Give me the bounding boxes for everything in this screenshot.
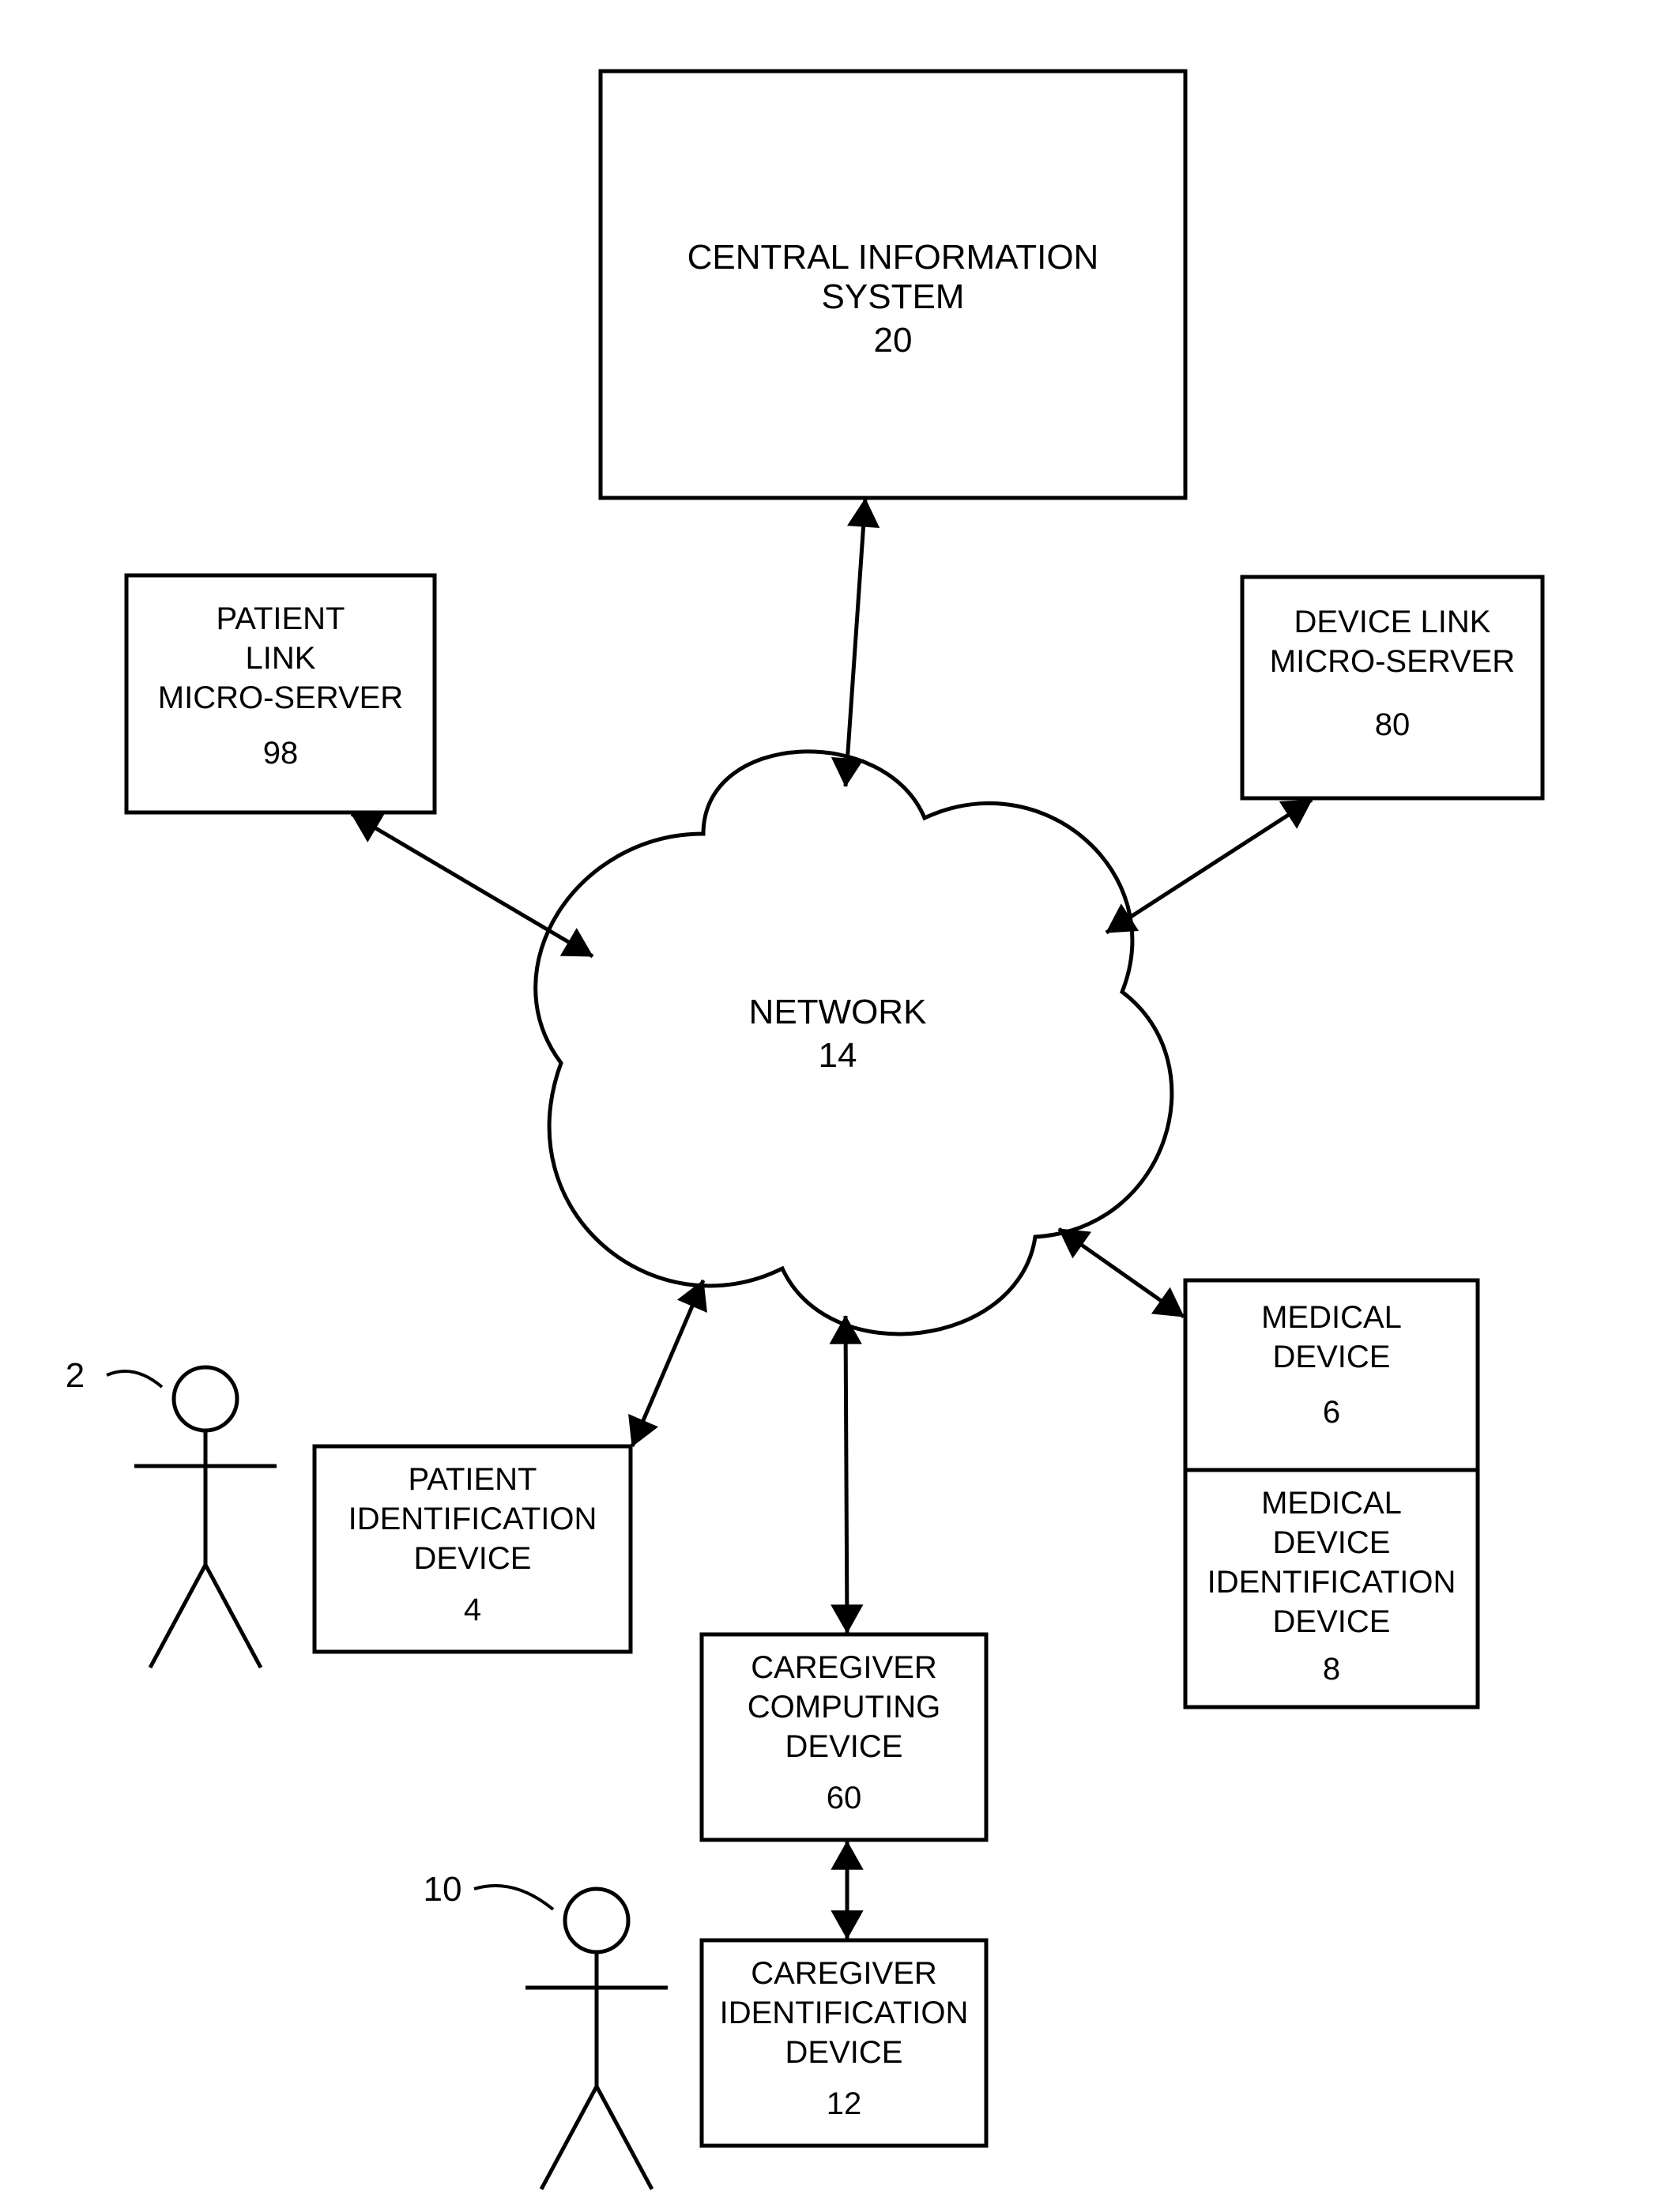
caregiver_comp-label: CAREGIVER bbox=[751, 1650, 937, 1685]
patient_id-label: DEVICE bbox=[414, 1541, 532, 1576]
patient_link-box: PATIENT LINK MICRO-SERVER 98 bbox=[126, 575, 435, 812]
medical_device_id-label: MEDICAL bbox=[1261, 1486, 1402, 1521]
medical_device-box: MEDICAL DEVICE 6 bbox=[1185, 1280, 1478, 1470]
edge-central-network bbox=[832, 499, 880, 786]
central-label: CENTRAL INFORMATION bbox=[687, 238, 1099, 277]
patient-number: 2 bbox=[66, 1356, 85, 1395]
patient-figure: 2 bbox=[66, 1356, 277, 1668]
central-label: 20 bbox=[874, 321, 913, 360]
medical_device-label: MEDICAL bbox=[1261, 1300, 1402, 1335]
medical_device_id-label: IDENTIFICATION bbox=[1207, 1565, 1456, 1600]
device_link-label: MICRO-SERVER bbox=[1270, 644, 1515, 679]
patient_id-box: PATIENT IDENTIFICATION DEVICE 4 bbox=[315, 1446, 631, 1652]
device_link-box: DEVICE LINK MICRO-SERVER 80 bbox=[1242, 577, 1543, 798]
patient_id-label: IDENTIFICATION bbox=[348, 1502, 597, 1536]
patient_id-label: PATIENT bbox=[409, 1462, 537, 1497]
caregiver_comp-label: 60 bbox=[827, 1781, 862, 1815]
patient_id-label: 4 bbox=[464, 1592, 481, 1627]
patient_link-label: LINK bbox=[246, 641, 316, 676]
patient_link-label: PATIENT bbox=[217, 601, 345, 636]
medical_device-label: DEVICE bbox=[1273, 1340, 1391, 1374]
edge-medical_device-network bbox=[1059, 1229, 1184, 1317]
caregiver_comp-box: CAREGIVER COMPUTING DEVICE 60 bbox=[702, 1634, 986, 1840]
central-label: SYSTEM bbox=[822, 277, 965, 316]
caregiver_id-box: CAREGIVER IDENTIFICATION DEVICE 12 bbox=[702, 1940, 986, 2146]
patient_link-label: MICRO-SERVER bbox=[158, 680, 403, 715]
network-label: NETWORK bbox=[749, 993, 927, 1031]
edge-caregiver_comp-network bbox=[830, 1316, 862, 1633]
caregiver_id-label: CAREGIVER bbox=[751, 1956, 937, 1991]
caregiver_id-label: DEVICE bbox=[785, 2035, 903, 2070]
medical_device-label: 6 bbox=[1323, 1395, 1340, 1430]
device_link-label: 80 bbox=[1375, 707, 1411, 742]
medical_device_id-box: MEDICAL DEVICE IDENTIFICATION DEVICE 8 bbox=[1185, 1470, 1478, 1707]
caregiver_comp-label: DEVICE bbox=[785, 1729, 903, 1764]
caregiver-number: 10 bbox=[424, 1870, 462, 1909]
caregiver_id-label: IDENTIFICATION bbox=[720, 1996, 969, 2030]
central-box: CENTRAL INFORMATIONSYSTEM 20 bbox=[601, 71, 1185, 498]
medical_device_id-label: 8 bbox=[1323, 1652, 1340, 1687]
medical_device_id-label: DEVICE bbox=[1273, 1525, 1391, 1560]
caregiver-figure: 10 bbox=[424, 1870, 668, 2189]
caregiver_id-label: 12 bbox=[827, 2086, 862, 2121]
patient_link-label: 98 bbox=[263, 736, 299, 771]
edge-device_link-network bbox=[1106, 800, 1312, 933]
medical_device_id-label: DEVICE bbox=[1273, 1604, 1391, 1639]
caregiver_comp-label: COMPUTING bbox=[748, 1690, 940, 1724]
edge-patient_link-network bbox=[352, 814, 593, 956]
network-label: 14 bbox=[819, 1036, 857, 1075]
edge-patient_id-network bbox=[629, 1280, 707, 1446]
edge-caregiver_comp-caregiver_id bbox=[831, 1841, 863, 1939]
device_link-label: DEVICE LINK bbox=[1294, 605, 1491, 639]
